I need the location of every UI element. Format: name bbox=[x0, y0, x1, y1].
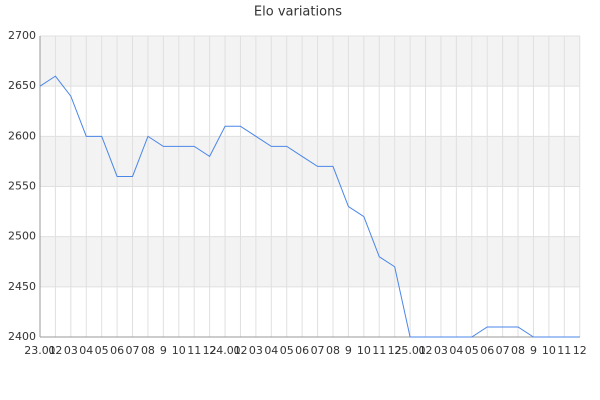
line bbox=[39, 75, 580, 338]
x-tick-label: 9 bbox=[345, 344, 352, 357]
x-tick-label: 06 bbox=[480, 344, 494, 357]
x-tick-label: 10 bbox=[172, 344, 186, 357]
x-tick-label: 06 bbox=[295, 344, 309, 357]
x-tick-label: 04 bbox=[449, 344, 463, 357]
chart-title: Elo variations bbox=[254, 5, 342, 20]
x-tick-label: 10 bbox=[357, 344, 371, 357]
x-tick-label: 03 bbox=[249, 344, 263, 357]
x-tick-label: 10 bbox=[542, 344, 556, 357]
x-tick-label: 25.01 bbox=[394, 344, 426, 357]
x-tick-label: 9 bbox=[530, 344, 537, 357]
x-tick-label: 07 bbox=[311, 344, 325, 357]
x-tick-label: 06 bbox=[110, 344, 124, 357]
y-tick-label: 2700 bbox=[8, 29, 36, 42]
x-tick-label: 12 bbox=[203, 344, 217, 357]
x-tick-label: 03 bbox=[434, 344, 448, 357]
x-tick-label: 12 bbox=[573, 344, 587, 357]
grid-band bbox=[40, 36, 580, 87]
x-tick-label: 05 bbox=[95, 344, 109, 357]
x-tick-label: 08 bbox=[326, 344, 340, 357]
y-tick-label: 2550 bbox=[8, 180, 36, 193]
x-tick-label: 05 bbox=[465, 344, 479, 357]
x-tick-label: 02 bbox=[419, 344, 433, 357]
x-tick-label: 05 bbox=[280, 344, 294, 357]
y-tick-label: 2600 bbox=[8, 129, 36, 142]
x-tick-label: 04 bbox=[264, 344, 278, 357]
x-tick-label: 07 bbox=[496, 344, 510, 357]
y-tick-label: 2500 bbox=[8, 230, 36, 243]
y-tick-label: 2650 bbox=[8, 79, 36, 92]
x-tick-label: 12 bbox=[388, 344, 402, 357]
y-tick-label: 2450 bbox=[8, 280, 36, 293]
x-tick-label: 08 bbox=[511, 344, 525, 357]
x-tick-label: 9 bbox=[160, 344, 167, 357]
x-tick-label: 02 bbox=[48, 344, 62, 357]
x-tick-label: 07 bbox=[126, 344, 140, 357]
x-tick-label: 02 bbox=[233, 344, 247, 357]
x-tick-label: 03 bbox=[64, 344, 78, 357]
x-tick-label: 24.01 bbox=[209, 344, 241, 357]
x-tick-label: 11 bbox=[372, 344, 386, 357]
grid-band bbox=[40, 236, 580, 287]
x-tick-label: 11 bbox=[187, 344, 201, 357]
x-tick-label: 23.01 bbox=[24, 344, 56, 357]
y-tick-label: 2400 bbox=[8, 330, 36, 343]
x-tick-label: 04 bbox=[79, 344, 93, 357]
x-tick-label: 08 bbox=[141, 344, 155, 357]
x-tick-label: 11 bbox=[557, 344, 571, 357]
